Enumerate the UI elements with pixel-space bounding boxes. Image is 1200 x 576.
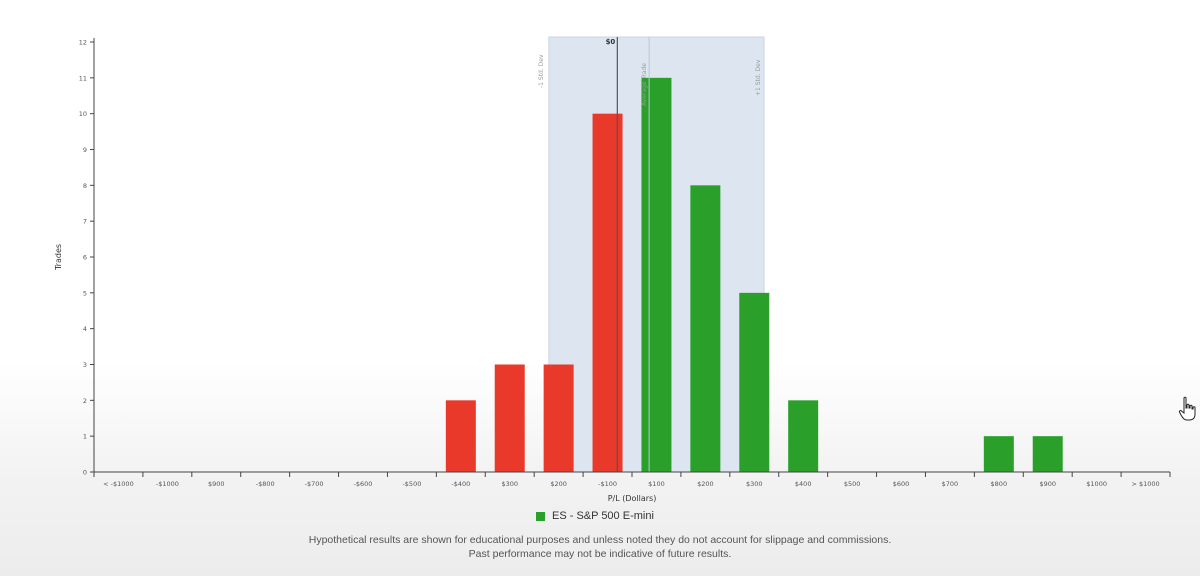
x-tick-label-10: -$100 (598, 480, 617, 488)
x-tick-label-13: $300 (746, 480, 763, 488)
y-tick-label-8: 8 (83, 182, 87, 190)
x-tick-label-11: $100 (648, 480, 665, 488)
x-tick-label-4: -$700 (305, 480, 324, 488)
x-tick-label-7: -$400 (451, 480, 470, 488)
disclaimer: Hypothetical results are shown for educa… (0, 533, 1200, 561)
x-tick-label-18: $800 (991, 480, 1008, 488)
y-tick-label-4: 4 (83, 325, 87, 333)
x-tick-label-5: -$600 (354, 480, 373, 488)
y-tick-label-12: 12 (79, 39, 87, 47)
legend-label: ES - S&P 500 E-mini (552, 510, 654, 522)
x-tick-label-2: $900 (208, 480, 225, 488)
bar-11 (641, 77, 672, 472)
y-tick-label-9: 9 (83, 146, 87, 154)
y-tick-label-0: 0 (83, 469, 87, 477)
x-tick-label-21: > $1000 (1131, 480, 1159, 488)
y-tick-label-7: 7 (83, 218, 87, 226)
x-tick-label-15: $500 (844, 480, 861, 488)
y-tick-label-2: 2 (83, 397, 87, 405)
x-tick-label-14: $400 (795, 480, 812, 488)
x-tick-label-19: $900 (1039, 480, 1056, 488)
average-trade-label: Average Trade (641, 63, 648, 106)
x-tick-label-20: $1000 (1086, 480, 1107, 488)
zero-line-label: $0 (606, 38, 616, 46)
bar-19 (1032, 436, 1063, 472)
bar-13 (739, 292, 770, 472)
y-tick-label-6: 6 (83, 254, 87, 262)
y-axis-title: Trades (54, 244, 63, 271)
x-tick-label-8: $300 (501, 480, 518, 488)
y-tick-label-11: 11 (79, 74, 87, 82)
bar-7 (445, 400, 476, 472)
x-tick-label-6: -$500 (402, 480, 421, 488)
bar-8 (494, 364, 525, 472)
trades-histogram-chart: $0-1 Std. Dev Average Trade +1 Std. Dev012… (54, 36, 1171, 503)
x-tick-label-9: $200 (550, 480, 567, 488)
hand-cursor-icon (1178, 396, 1196, 421)
bar-10 (592, 113, 623, 473)
legend-swatch (536, 511, 545, 521)
bar-18 (983, 436, 1014, 472)
x-tick-label-17: $700 (942, 480, 959, 488)
minus-std-dev-label: -1 Std. Dev (538, 54, 545, 88)
chart-legend[interactable]: ES - S&P 500 E-mini (536, 510, 654, 522)
x-tick-label-16: $600 (893, 480, 910, 488)
bar-14 (788, 400, 819, 472)
x-tick-label-3: -$800 (256, 480, 275, 488)
y-tick-label-5: 5 (83, 289, 87, 297)
disclaimer-line-1: Hypothetical results are shown for educa… (308, 534, 892, 546)
bar-12 (690, 185, 721, 473)
y-tick-label-3: 3 (83, 361, 87, 369)
x-axis-title: P/L (Dollars) (608, 494, 657, 503)
x-tick-label-12: $200 (697, 480, 714, 488)
x-tick-label-0: < -$1000 (103, 480, 134, 488)
plus-std-dev-label: +1 Std. Dev (755, 59, 762, 96)
x-tick-label-1: -$1000 (156, 480, 179, 488)
y-tick-label-10: 10 (79, 110, 87, 118)
bar-9 (543, 364, 574, 472)
disclaimer-line-2: Past performance may not be indicative o… (468, 548, 732, 560)
y-tick-label-1: 1 (83, 433, 87, 441)
